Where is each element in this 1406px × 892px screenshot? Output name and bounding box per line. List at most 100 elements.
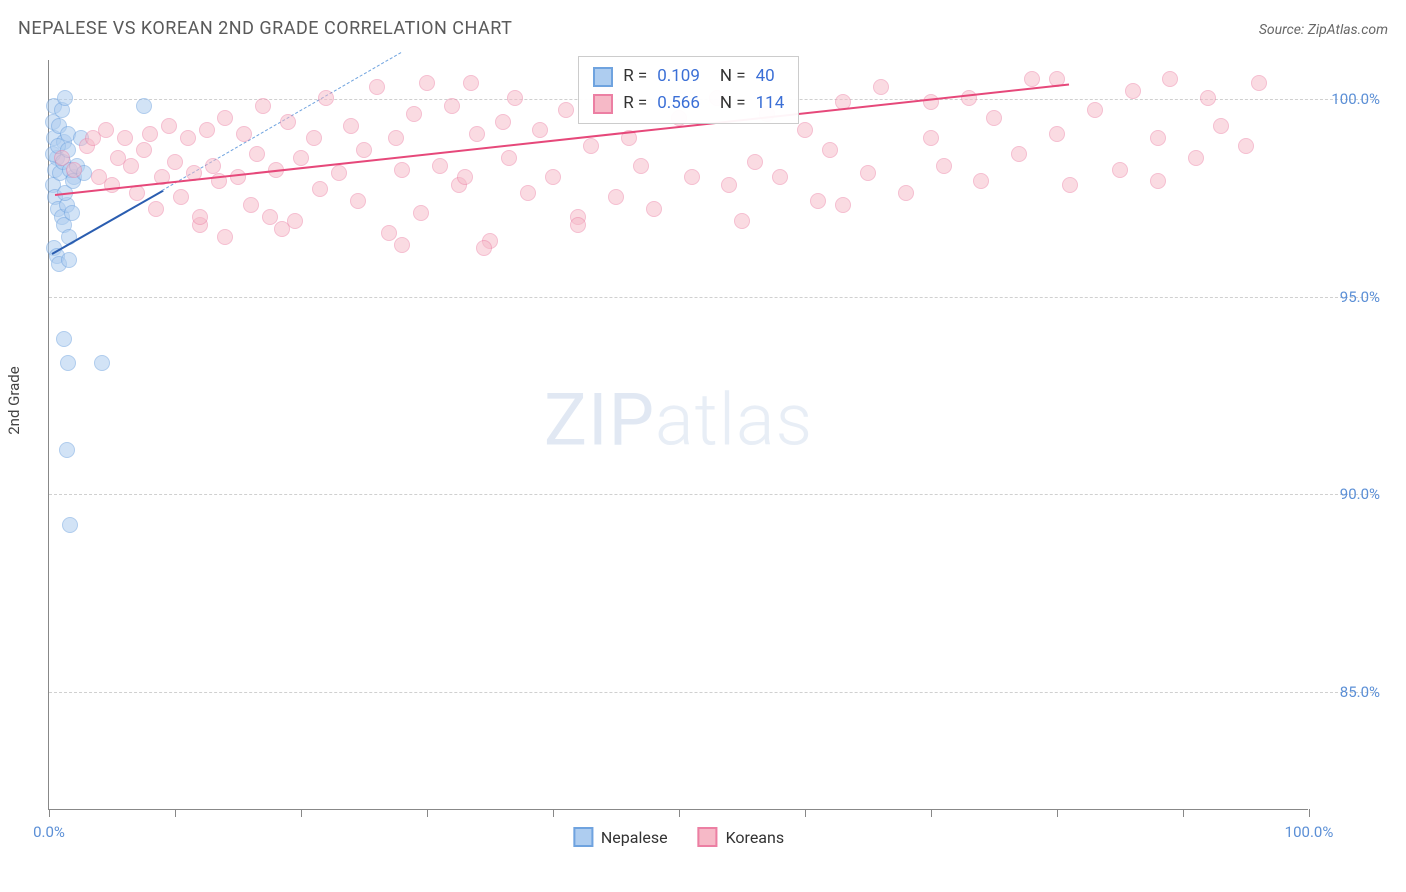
x-tick — [805, 809, 806, 817]
data-point — [173, 189, 189, 205]
x-tick — [301, 809, 302, 817]
data-point — [62, 517, 78, 533]
y-tick-label: 95.0% — [1315, 288, 1380, 306]
data-point — [148, 201, 164, 217]
data-point — [388, 130, 404, 146]
legend-swatch — [573, 827, 593, 847]
data-point — [94, 355, 110, 371]
data-point — [1049, 126, 1065, 142]
data-point — [350, 193, 366, 209]
legend-n-value: 40 — [756, 63, 775, 90]
data-point — [1162, 71, 1178, 87]
data-point — [1062, 177, 1078, 193]
x-tick — [553, 809, 554, 817]
data-point — [57, 90, 73, 106]
chart-title: NEPALESE VS KOREAN 2ND GRADE CORRELATION… — [18, 18, 512, 39]
x-tick — [427, 809, 428, 817]
data-point — [236, 126, 252, 142]
data-point — [797, 122, 813, 138]
data-point — [608, 189, 624, 205]
data-point — [646, 201, 662, 217]
data-point — [394, 162, 410, 178]
data-point — [1125, 83, 1141, 99]
x-tick — [1183, 809, 1184, 817]
data-point — [684, 169, 700, 185]
data-point — [419, 75, 435, 91]
x-tick — [175, 809, 176, 817]
data-point — [1213, 118, 1229, 134]
scatter-plot: ZIPatlas 85.0%90.0%95.0%100.0%0.0%100.0%… — [48, 60, 1308, 810]
x-tick — [931, 809, 932, 817]
data-point — [570, 217, 586, 233]
data-point — [98, 122, 114, 138]
data-point — [56, 331, 72, 347]
data-point — [532, 122, 548, 138]
data-point — [205, 158, 221, 174]
legend-row: R =0.109N =40 — [593, 63, 784, 90]
data-point — [476, 240, 492, 256]
data-point — [312, 181, 328, 197]
data-point — [860, 165, 876, 181]
legend-item: Nepalese — [573, 827, 668, 847]
legend-r-value: 0.566 — [657, 90, 700, 117]
data-point — [432, 158, 448, 174]
data-point — [217, 229, 233, 245]
data-point — [180, 130, 196, 146]
data-point — [986, 110, 1002, 126]
data-point — [343, 118, 359, 134]
legend-swatch — [698, 827, 718, 847]
y-gridline — [49, 692, 1378, 693]
data-point — [136, 98, 152, 114]
data-point — [463, 75, 479, 91]
data-point — [64, 205, 80, 221]
y-gridline — [49, 297, 1378, 298]
legend-item: Koreans — [698, 827, 785, 847]
data-point — [413, 205, 429, 221]
data-point — [495, 114, 511, 130]
data-point — [356, 142, 372, 158]
x-tick — [1309, 809, 1310, 817]
data-point — [1251, 75, 1267, 91]
data-point — [167, 154, 183, 170]
data-point — [633, 158, 649, 174]
data-point — [923, 130, 939, 146]
y-tick-label: 85.0% — [1315, 683, 1380, 701]
data-point — [822, 142, 838, 158]
data-point — [1150, 130, 1166, 146]
x-tick — [1057, 809, 1058, 817]
legend-r-label: R = — [623, 63, 647, 90]
data-point — [583, 138, 599, 154]
source-attribution: Source: ZipAtlas.com — [1259, 22, 1388, 38]
data-point — [973, 173, 989, 189]
data-point — [1188, 150, 1204, 166]
data-point — [545, 169, 561, 185]
data-point — [936, 158, 952, 174]
legend-r-label: R = — [623, 90, 647, 117]
data-point — [406, 106, 422, 122]
chart-container: 2nd Grade ZIPatlas 85.0%90.0%95.0%100.0%… — [18, 50, 1388, 870]
watermark-bold: ZIP — [544, 377, 655, 462]
data-point — [104, 177, 120, 193]
data-point — [721, 177, 737, 193]
data-point — [394, 237, 410, 253]
data-point — [142, 126, 158, 142]
data-point — [1150, 173, 1166, 189]
x-tick-label: 0.0% — [33, 823, 65, 841]
correlation-legend: R =0.109N =40R =0.566N =114 — [578, 56, 799, 124]
data-point — [61, 252, 77, 268]
data-point — [1238, 138, 1254, 154]
data-point — [369, 79, 385, 95]
data-point — [60, 355, 76, 371]
x-tick — [49, 809, 50, 817]
legend-row: R =0.566N =114 — [593, 90, 784, 117]
data-point — [873, 79, 889, 95]
data-point — [280, 114, 296, 130]
data-point — [192, 209, 208, 225]
data-point — [306, 130, 322, 146]
data-point — [898, 185, 914, 201]
data-point — [835, 197, 851, 213]
data-point — [249, 146, 265, 162]
trend-line — [55, 84, 1070, 197]
data-point — [772, 169, 788, 185]
legend-n-label: N = — [720, 90, 746, 117]
